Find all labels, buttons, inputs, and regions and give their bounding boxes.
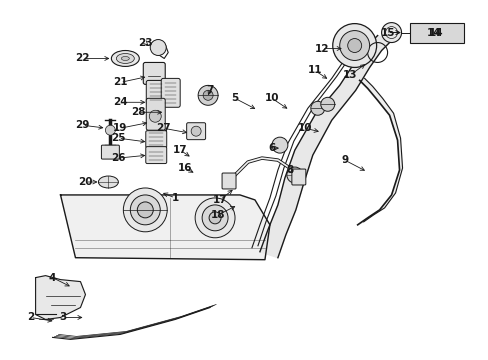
FancyBboxPatch shape (145, 147, 166, 163)
Text: 18: 18 (210, 210, 225, 220)
Circle shape (347, 39, 361, 53)
Circle shape (105, 125, 115, 135)
Circle shape (149, 110, 161, 122)
Circle shape (209, 212, 221, 224)
Circle shape (137, 202, 153, 218)
Text: 24: 24 (113, 97, 127, 107)
Text: 13: 13 (342, 71, 356, 80)
Circle shape (191, 126, 201, 136)
FancyBboxPatch shape (146, 80, 166, 104)
Polygon shape (36, 276, 85, 319)
Text: 10: 10 (264, 93, 279, 103)
Circle shape (150, 40, 166, 55)
Circle shape (271, 137, 287, 153)
Text: 28: 28 (131, 107, 145, 117)
Text: 15: 15 (380, 28, 394, 37)
Text: 19: 19 (113, 123, 127, 133)
Polygon shape (357, 78, 402, 225)
Text: 16: 16 (178, 163, 192, 173)
Text: 29: 29 (75, 120, 89, 130)
Text: 21: 21 (113, 77, 127, 87)
Ellipse shape (121, 57, 129, 60)
Text: 2: 2 (27, 312, 34, 323)
Circle shape (203, 90, 213, 100)
Text: 12: 12 (314, 44, 328, 54)
Circle shape (202, 205, 227, 231)
Circle shape (123, 188, 167, 232)
Circle shape (381, 23, 401, 42)
Text: 27: 27 (156, 123, 170, 133)
Text: 20: 20 (78, 177, 93, 187)
FancyBboxPatch shape (101, 145, 119, 159)
FancyBboxPatch shape (161, 78, 180, 107)
Text: 22: 22 (75, 54, 89, 63)
Circle shape (130, 195, 160, 225)
Text: 3: 3 (59, 312, 66, 323)
Circle shape (339, 31, 369, 60)
Text: 14: 14 (427, 28, 441, 37)
FancyBboxPatch shape (145, 131, 166, 148)
Polygon shape (260, 36, 391, 258)
Circle shape (286, 167, 302, 183)
Circle shape (310, 101, 324, 115)
FancyBboxPatch shape (222, 173, 236, 189)
FancyBboxPatch shape (291, 169, 305, 185)
Text: 5: 5 (231, 93, 238, 103)
Text: 7: 7 (206, 85, 213, 95)
Text: 10: 10 (297, 123, 311, 133)
Polygon shape (61, 195, 269, 260)
Circle shape (320, 97, 334, 111)
Ellipse shape (111, 50, 139, 67)
Text: 26: 26 (111, 153, 125, 163)
Text: 4: 4 (49, 273, 56, 283)
FancyBboxPatch shape (186, 123, 205, 140)
Text: 11: 11 (307, 66, 322, 76)
Circle shape (198, 85, 218, 105)
Circle shape (332, 24, 376, 67)
Text: 17: 17 (212, 195, 227, 205)
FancyBboxPatch shape (408, 23, 464, 42)
Text: 23: 23 (138, 37, 152, 48)
FancyBboxPatch shape (143, 62, 165, 84)
Text: 6: 6 (268, 143, 275, 153)
FancyBboxPatch shape (146, 98, 165, 130)
Circle shape (195, 198, 235, 238)
Text: 9: 9 (341, 155, 347, 165)
Text: 14: 14 (428, 28, 443, 37)
Ellipse shape (116, 54, 134, 63)
Text: 8: 8 (285, 165, 293, 175)
Ellipse shape (98, 176, 118, 188)
Text: 17: 17 (173, 145, 187, 155)
Text: 1: 1 (171, 193, 179, 203)
Text: 25: 25 (111, 133, 125, 143)
